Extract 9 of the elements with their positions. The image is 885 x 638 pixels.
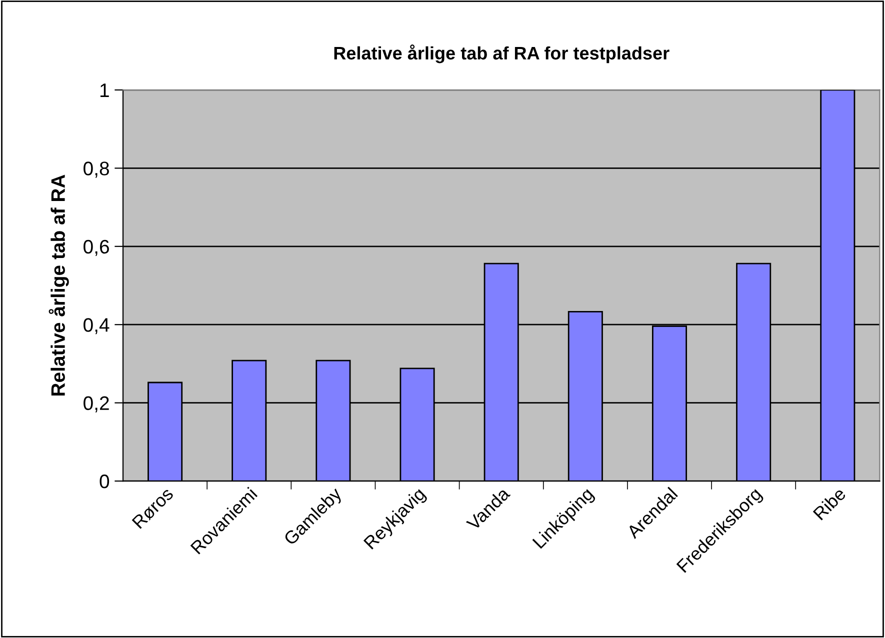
chart-title: Relative årlige tab af RA for testpladser — [334, 44, 670, 64]
y-tick-label: 0,4 — [84, 318, 110, 334]
y-tick-label: 0,6 — [84, 240, 109, 256]
y-tick-label: 1 — [100, 84, 109, 98]
y-tick-label: 0,2 — [84, 396, 109, 412]
y-axis-title: Relative årlige tab af RA — [48, 174, 69, 396]
x-tick-label: Ribe — [812, 486, 846, 520]
y-tick-label: 0 — [100, 474, 110, 488]
y-tick-label: 0,8 — [84, 162, 109, 178]
